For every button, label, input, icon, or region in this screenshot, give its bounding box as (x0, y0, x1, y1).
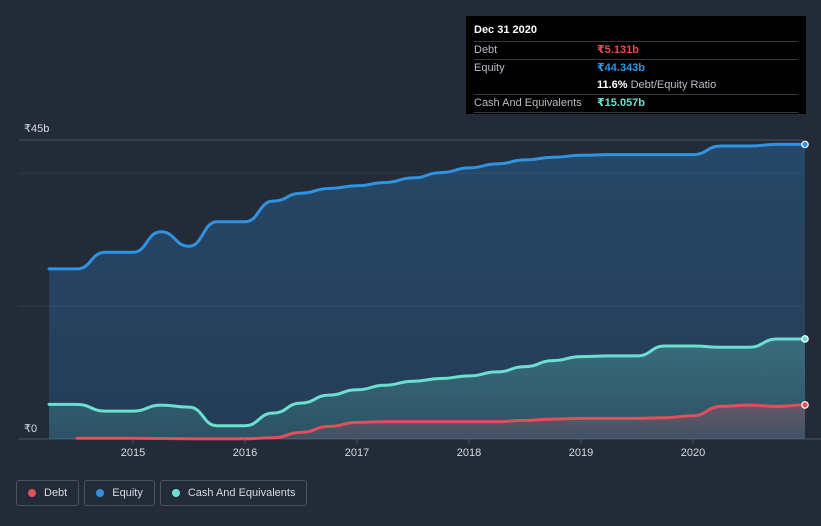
tooltip-equity-label: Equity (474, 62, 505, 74)
tooltip-equity-row: Equity ₹44.343b (474, 59, 798, 77)
tooltip-debt-label: Debt (474, 44, 498, 56)
legend-debt-label: Debt (44, 487, 68, 499)
tooltip-cash-row: Cash And Equivalents ₹15.057b (474, 94, 798, 113)
x-tick-label-2016: 2016 (233, 447, 257, 459)
tooltip-panel: Dec 31 2020 Debt ₹5.131b Equity ₹44.343b… (466, 16, 806, 114)
x-tick-label-2020: 2020 (681, 447, 705, 459)
cash-line (47, 337, 807, 428)
equity-dot-icon (96, 489, 105, 497)
y-tick-label-top: ₹45b (24, 123, 49, 135)
legend-item-equity[interactable]: Equity (84, 480, 155, 506)
x-tick-label-2015: 2015 (121, 447, 145, 459)
tooltip-cash-label: Cash And Equivalents (474, 97, 582, 109)
legend-cash-label: Cash And Equivalents (187, 487, 296, 499)
tooltip-ratio-value: 11.6% (597, 79, 628, 91)
cash-area (49, 339, 805, 439)
tooltip-ratio-label: Debt/Equity Ratio (630, 79, 717, 91)
x-tick-label-2018: 2018 (457, 447, 481, 459)
tooltip-equity-value: ₹44.343b (597, 62, 646, 74)
tooltip-date: Dec 31 2020 (474, 24, 537, 36)
tooltip-debt-value: ₹5.131b (597, 44, 639, 56)
chart-areas (49, 144, 805, 439)
x-tick-label-2019: 2019 (569, 447, 593, 459)
chart-axes: ₹45b ₹0 2015 2016 2017 2018 2019 2020 (24, 123, 705, 459)
cash-dot-icon (171, 489, 180, 497)
series-endpoints (801, 140, 809, 409)
equity-line (47, 142, 807, 271)
tooltip-cash-value: ₹15.057b (597, 97, 646, 109)
debt-dot-icon (28, 489, 36, 497)
debt-endpoint-marker (801, 401, 809, 409)
legend-equity-label: Equity (112, 487, 143, 499)
x-tick-label-2017: 2017 (345, 447, 369, 459)
tooltip-ratio-row: 11.6% Debt/Equity Ratio (474, 77, 798, 94)
debt-line (75, 403, 807, 441)
cash-endpoint-marker (801, 335, 809, 343)
tooltip-debt-row: Debt ₹5.131b (474, 41, 798, 59)
chart-lines (47, 142, 807, 441)
tooltip-ratio-spacer (474, 77, 597, 94)
chart-legend: Debt Equity Cash And Equivalents (16, 480, 308, 506)
legend-item-cash[interactable]: Cash And Equivalents (159, 480, 308, 506)
y-tick-label-bottom: ₹0 (24, 423, 37, 435)
equity-endpoint-marker (801, 140, 809, 149)
legend-item-debt[interactable]: Debt (16, 480, 80, 506)
